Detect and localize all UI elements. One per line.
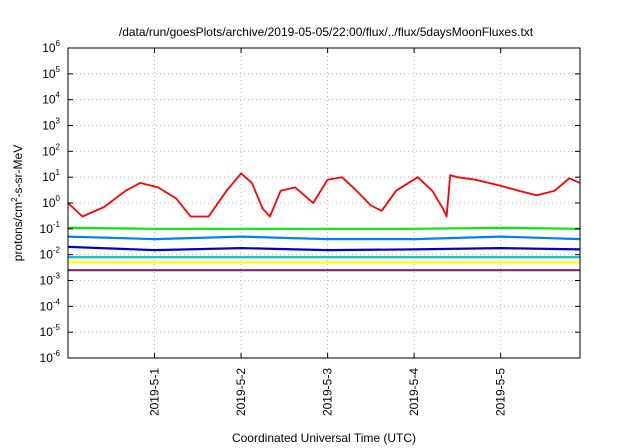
series-line-3 bbox=[67, 235, 581, 241]
x-tick-label: 2019-5-2 bbox=[234, 368, 248, 416]
grid-lines bbox=[68, 48, 580, 358]
y-tick-label: 10-6 bbox=[40, 349, 61, 365]
x-axis-ticks: 2019-5-1 2019-5-2 2019-5-3 2019-5-4 2019-5-5 bbox=[148, 48, 508, 416]
series-group bbox=[67, 172, 581, 272]
y-tick-label: 102 bbox=[42, 142, 60, 158]
y-tick-label: 10-4 bbox=[40, 297, 61, 313]
y-axis-ticks: 10-6 10-5 10-4 10-3 10-2 10-1 100 101 102 103 104 1… bbox=[40, 39, 580, 365]
y-axis-label: protons/cm2-s-sr-MeV bbox=[10, 145, 25, 261]
x-axis-label: Coordinated Universal Time (UTC) bbox=[232, 431, 416, 445]
y-tick-label: 101 bbox=[42, 168, 60, 184]
y-tick-label: 10-2 bbox=[40, 246, 61, 262]
series-line-4 bbox=[67, 245, 581, 252]
y-tick-label: 10-5 bbox=[40, 323, 61, 339]
y-tick-label: 105 bbox=[42, 65, 60, 81]
series-line-1 bbox=[67, 172, 581, 218]
x-tick-label: 2019-5-1 bbox=[148, 368, 162, 416]
series-line-2 bbox=[67, 226, 581, 230]
chart-title: /data/run/goesPlots/archive/2019-05-05/2… bbox=[119, 25, 534, 39]
y-tick-label: 10-1 bbox=[40, 220, 61, 236]
y-tick-label: 100 bbox=[42, 194, 60, 210]
y-tick-label: 106 bbox=[42, 39, 60, 55]
x-tick-label: 2019-5-4 bbox=[407, 368, 421, 416]
y-tick-label: 103 bbox=[42, 117, 60, 133]
x-tick-label: 2019-5-5 bbox=[494, 368, 508, 416]
y-tick-label: 104 bbox=[42, 91, 60, 107]
x-tick-label: 2019-5-3 bbox=[321, 368, 335, 416]
y-tick-label: 10-3 bbox=[40, 272, 61, 288]
